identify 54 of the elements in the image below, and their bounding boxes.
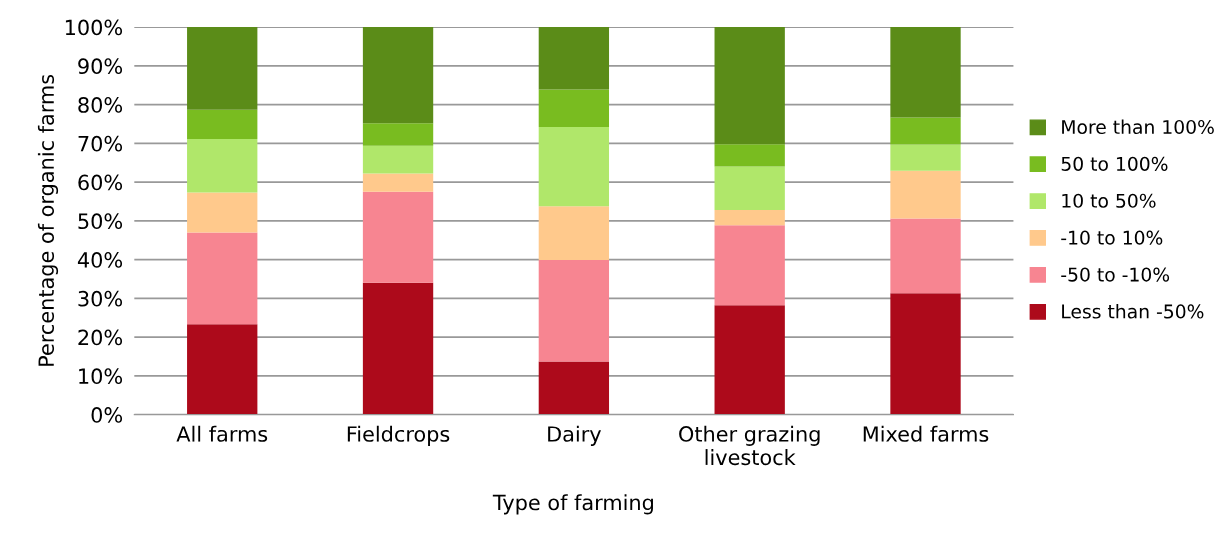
bar	[714, 225, 785, 306]
legend-label: 10 to 50%	[1062, 193, 1156, 208]
x-tick-label: All farms	[176, 425, 268, 442]
bar	[890, 170, 961, 219]
bar	[538, 361, 610, 415]
bar	[890, 117, 961, 145]
bar	[362, 173, 434, 192]
bar	[362, 123, 434, 146]
x-axis-title: Type of farming	[492, 494, 653, 515]
y-tick-label: 50%	[78, 213, 123, 230]
x-tick-label: Mixed farms	[863, 425, 989, 442]
y-tick-label: 30%	[78, 290, 123, 307]
legend-label: More than 100%	[1062, 119, 1214, 135]
bar	[362, 191, 434, 283]
bar	[714, 144, 785, 167]
bar	[187, 139, 258, 193]
bar	[538, 260, 610, 362]
bar	[538, 127, 610, 207]
y-tick-label: 20%	[78, 329, 123, 346]
legend-label: -50 to -10%	[1061, 267, 1170, 282]
bar	[714, 210, 785, 226]
bar	[890, 144, 961, 171]
bar	[187, 324, 258, 415]
y-tick-label: 100%	[65, 19, 123, 36]
y-tick-label: 60%	[78, 174, 123, 191]
legend-label: Less than -50%	[1062, 304, 1204, 319]
legend-label: -10 to 10%	[1061, 230, 1163, 245]
legend-label: 50 to 100%	[1061, 156, 1168, 171]
x-tick-label: Fieldcrops	[347, 425, 450, 446]
y-axis-title: Percentage of organic farms	[37, 74, 59, 366]
y-tick-label: 90%	[78, 58, 123, 75]
bar	[187, 232, 258, 325]
bar	[714, 166, 785, 211]
y-tick-label: 80%	[78, 97, 123, 113]
bar	[538, 27, 610, 90]
bar	[187, 27, 258, 110]
bar	[714, 27, 785, 145]
bar	[362, 27, 434, 124]
y-tick-label: 70%	[78, 135, 123, 152]
x-tick-label: Other grazing livestock	[679, 425, 820, 466]
bar	[538, 89, 610, 128]
x-tick-label: Dairy	[548, 425, 601, 446]
bar	[714, 305, 785, 415]
bar	[187, 192, 258, 233]
bar	[890, 27, 961, 118]
bar	[890, 218, 961, 294]
y-tick-label: 0%	[91, 407, 123, 423]
y-tick-label: 10%	[79, 368, 123, 385]
bar	[362, 282, 434, 415]
bar	[362, 145, 434, 174]
bar	[538, 206, 610, 261]
bar	[187, 109, 258, 140]
bar	[890, 293, 961, 415]
y-tick-label: 40%	[77, 252, 123, 268]
